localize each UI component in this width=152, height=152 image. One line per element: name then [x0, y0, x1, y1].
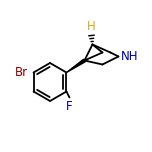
- Text: NH: NH: [120, 50, 138, 63]
- Polygon shape: [66, 59, 85, 73]
- Text: Br: Br: [14, 66, 28, 79]
- Text: H: H: [87, 21, 96, 33]
- Text: F: F: [66, 100, 73, 114]
